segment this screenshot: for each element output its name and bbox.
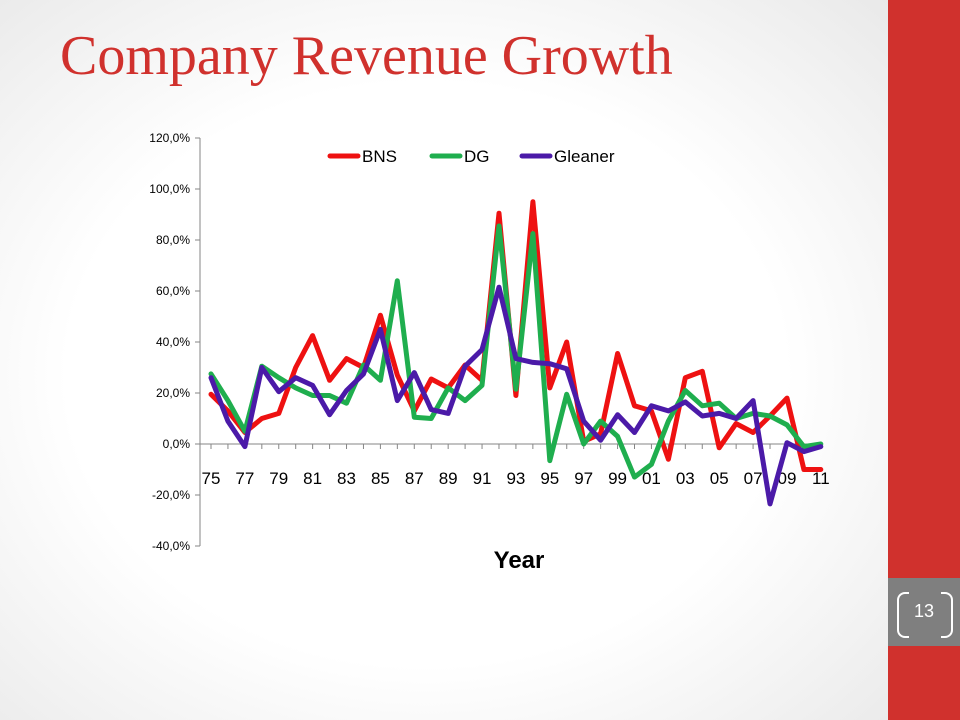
x-tick-label: 91 [473,469,492,488]
y-tick-label: 20,0% [156,386,190,400]
right-bracket-icon [941,592,953,638]
revenue-growth-chart: -40,0% -20,0% 0,0% 20,0% 40,0% 60,0% 80,0% 100,… [149,131,830,574]
x-tick-label: 97 [574,469,593,488]
y-tick-label: 80,0% [156,233,190,247]
legend-label-gleaner: Gleaner [554,147,615,166]
x-tick-label: 85 [371,469,390,488]
legend-label-bns: BNS [362,147,397,166]
x-tick-label: 93 [506,469,525,488]
x-tick-label: 01 [642,469,661,488]
y-tick-label: -40,0% [152,539,190,553]
x-tick-label: 09 [777,469,796,488]
left-bracket-icon [897,592,909,638]
x-tick-label: 99 [608,469,627,488]
x-tick-label: 81 [303,469,322,488]
x-tick-label: 05 [710,469,729,488]
x-axis: 75 77 79 81 83 85 87 89 91 93 95 97 99 01 03 05 07 09 11 [200,443,830,488]
page-number: 13 [913,601,935,621]
x-tick-label: 75 [202,469,221,488]
y-tick-label: -20,0% [152,488,190,502]
y-tick-label: 60,0% [156,284,190,298]
slide-background [0,0,888,720]
y-tick-label: 100,0% [149,182,190,196]
x-tick-label: 11 [812,469,830,488]
chart-legend: BNS DG Gleaner [327,147,615,166]
x-tick-label: 95 [540,469,559,488]
y-axis: -40,0% -20,0% 0,0% 20,0% 40,0% 60,0% 80,0% 100,… [149,131,201,553]
x-tick-label: 89 [439,469,458,488]
slide-title: Company Revenue Growth [60,25,673,87]
series-line-gleaner [208,284,824,507]
y-tick-label: 0,0% [163,437,191,451]
series-lines [208,199,824,507]
x-tick-label: 83 [337,469,356,488]
x-tick-label: 87 [405,469,424,488]
legend-label-dg: DG [464,147,490,166]
x-tick-label: 07 [744,469,763,488]
x-tick-label: 03 [676,469,695,488]
y-tick-label: 120,0% [149,131,190,145]
series-line-dg [208,223,824,480]
x-tick-label: 77 [235,469,254,488]
y-tick-label: 40,0% [156,335,190,349]
x-axis-title: Year [494,547,545,574]
x-tick-label: 79 [269,469,288,488]
series-line-bns [208,199,824,472]
